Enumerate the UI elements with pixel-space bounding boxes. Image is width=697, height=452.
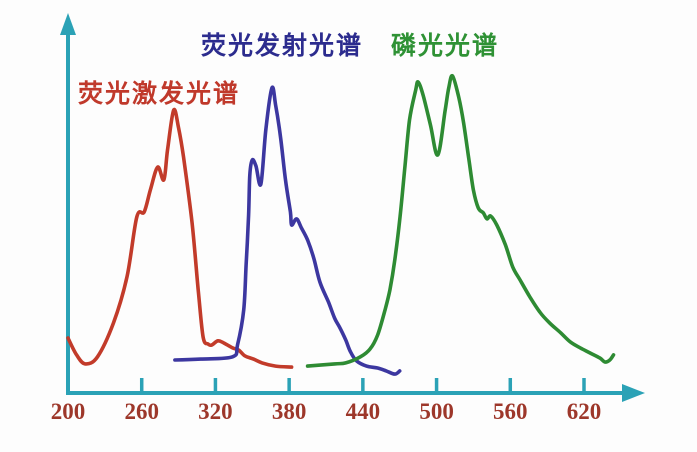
y-axis-arrow-icon	[60, 13, 76, 35]
x-tick-label: 440	[346, 399, 381, 424]
x-tick-label: 560	[493, 399, 528, 424]
phosphorescence-spectrum-curve	[305, 73, 616, 368]
x-axis-arrow-icon	[622, 384, 645, 402]
phosphorescence-spectrum-label: 磷光光谱	[391, 32, 500, 60]
excitation-spectrum-label: 荧光激发光谱	[78, 80, 241, 108]
x-tick-label: 260	[124, 399, 159, 424]
emission-spectrum-label: 荧光发射光谱	[201, 32, 364, 60]
excitation-spectrum-curve	[66, 107, 294, 369]
x-tick-label: 620	[567, 399, 602, 424]
x-tick-label: 200	[51, 399, 86, 424]
x-tick-label: 320	[198, 399, 233, 424]
x-tick-label: 500	[419, 399, 454, 424]
x-tick-label: 380	[272, 399, 307, 424]
emission-spectrum-curve	[173, 85, 402, 376]
